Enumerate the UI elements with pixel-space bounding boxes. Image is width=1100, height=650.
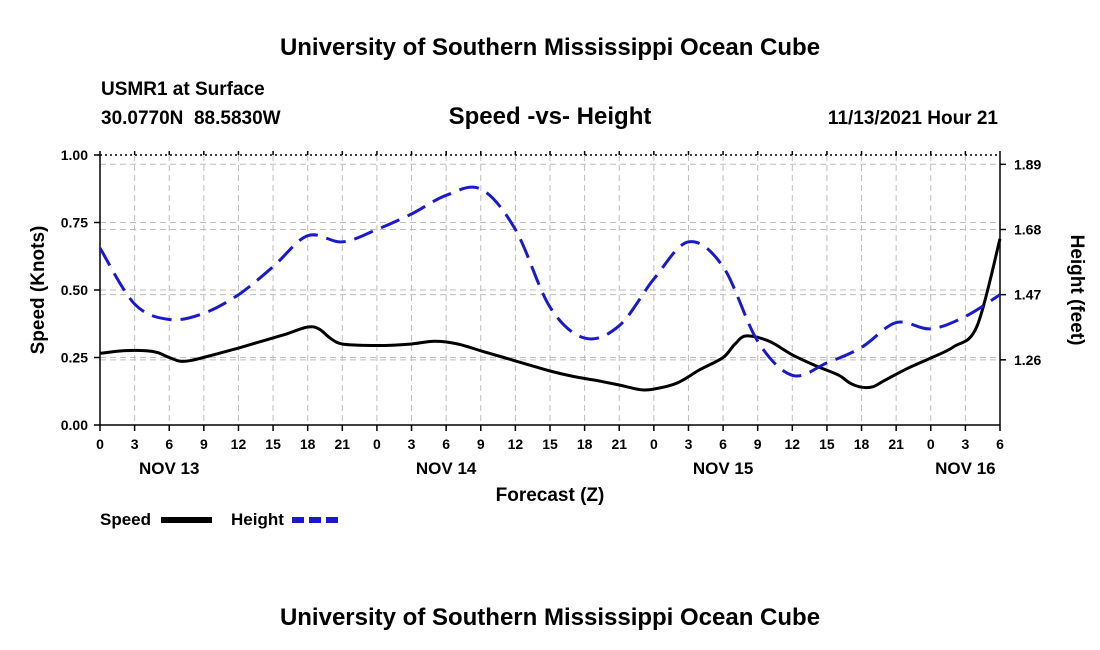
- y-right-tick-label: 1.68: [1014, 221, 1041, 237]
- coordinates-label: 30.0770N 88.5830W: [101, 108, 281, 129]
- x-tick-label: 12: [785, 436, 801, 452]
- legend-speed-label: Speed: [100, 510, 151, 529]
- y-left-tick-label: 0.75: [61, 215, 88, 231]
- x-tick-label: 6: [442, 436, 450, 452]
- station-label: USMR1 at Surface: [101, 79, 265, 100]
- x-tick-label: 21: [335, 436, 351, 452]
- x-tick-label: 18: [854, 436, 870, 452]
- x-tick-label: 3: [408, 436, 416, 452]
- y-left-tick-label: 1.00: [61, 147, 88, 163]
- x-tick-label: 6: [719, 436, 727, 452]
- x-tick-label: 12: [508, 436, 524, 452]
- x-day-label: NOV 14: [416, 459, 477, 478]
- x-day-label: NOV 16: [935, 459, 995, 478]
- y-right-tick-label: 1.26: [1014, 352, 1041, 368]
- x-tick-label: 12: [231, 436, 247, 452]
- x-tick-label: 0: [650, 436, 658, 452]
- x-tick-label: 0: [927, 436, 935, 452]
- series-group: [98, 185, 1002, 392]
- x-tick-label: 6: [996, 436, 1004, 452]
- datetime-label: 11/13/2021 Hour 21: [828, 108, 998, 129]
- tick-labels: 0 3 6 9 12 15 18 21 0 3 6 9 12 15 18 21 0 3 6 9 12 15 18 21 0 3 6N…: [61, 147, 1042, 478]
- chart-subtitle: Speed -vs- Height: [449, 103, 652, 130]
- x-tick-label: 21: [611, 436, 627, 452]
- x-tick-label: 9: [200, 436, 208, 452]
- x-day-label: NOV 13: [139, 459, 199, 478]
- series-line-height: [98, 185, 1001, 378]
- x-axis-label: Forecast (Z): [496, 485, 605, 506]
- y-right-tick-label: 1.47: [1014, 287, 1041, 303]
- x-tick-label: 18: [577, 436, 593, 452]
- x-tick-label: 15: [265, 436, 281, 452]
- x-tick-label: 0: [373, 436, 381, 452]
- main-title: University of Southern Mississippi Ocean…: [280, 34, 820, 61]
- y-left-tick-label: 0.00: [61, 417, 88, 433]
- x-tick-label: 0: [96, 436, 104, 452]
- x-tick-label: 6: [165, 436, 173, 452]
- legend-height-label: Height: [231, 510, 284, 529]
- y-axis-right-label: Height (feet): [1066, 235, 1087, 346]
- x-tick-label: 15: [542, 436, 558, 452]
- axes: [94, 151, 1006, 431]
- x-tick-label: 18: [300, 436, 316, 452]
- x-tick-label: 3: [685, 436, 693, 452]
- series-line-speed: [99, 238, 1002, 392]
- legend: Speed Height: [100, 510, 342, 529]
- footer-title: University of Southern Mississippi Ocean…: [280, 604, 820, 631]
- y-left-tick-label: 0.25: [61, 350, 88, 366]
- x-tick-label: 9: [754, 436, 762, 452]
- x-tick-label: 9: [477, 436, 485, 452]
- y-right-tick-label: 1.89: [1014, 156, 1041, 172]
- x-tick-label: 3: [961, 436, 969, 452]
- x-tick-label: 15: [819, 436, 835, 452]
- x-day-label: NOV 15: [693, 459, 753, 478]
- grid: [100, 155, 1000, 425]
- x-tick-label: 3: [131, 436, 139, 452]
- x-tick-label: 21: [888, 436, 904, 452]
- y-left-tick-label: 0.50: [61, 282, 88, 298]
- y-axis-left-label: Speed (Knots): [28, 226, 49, 355]
